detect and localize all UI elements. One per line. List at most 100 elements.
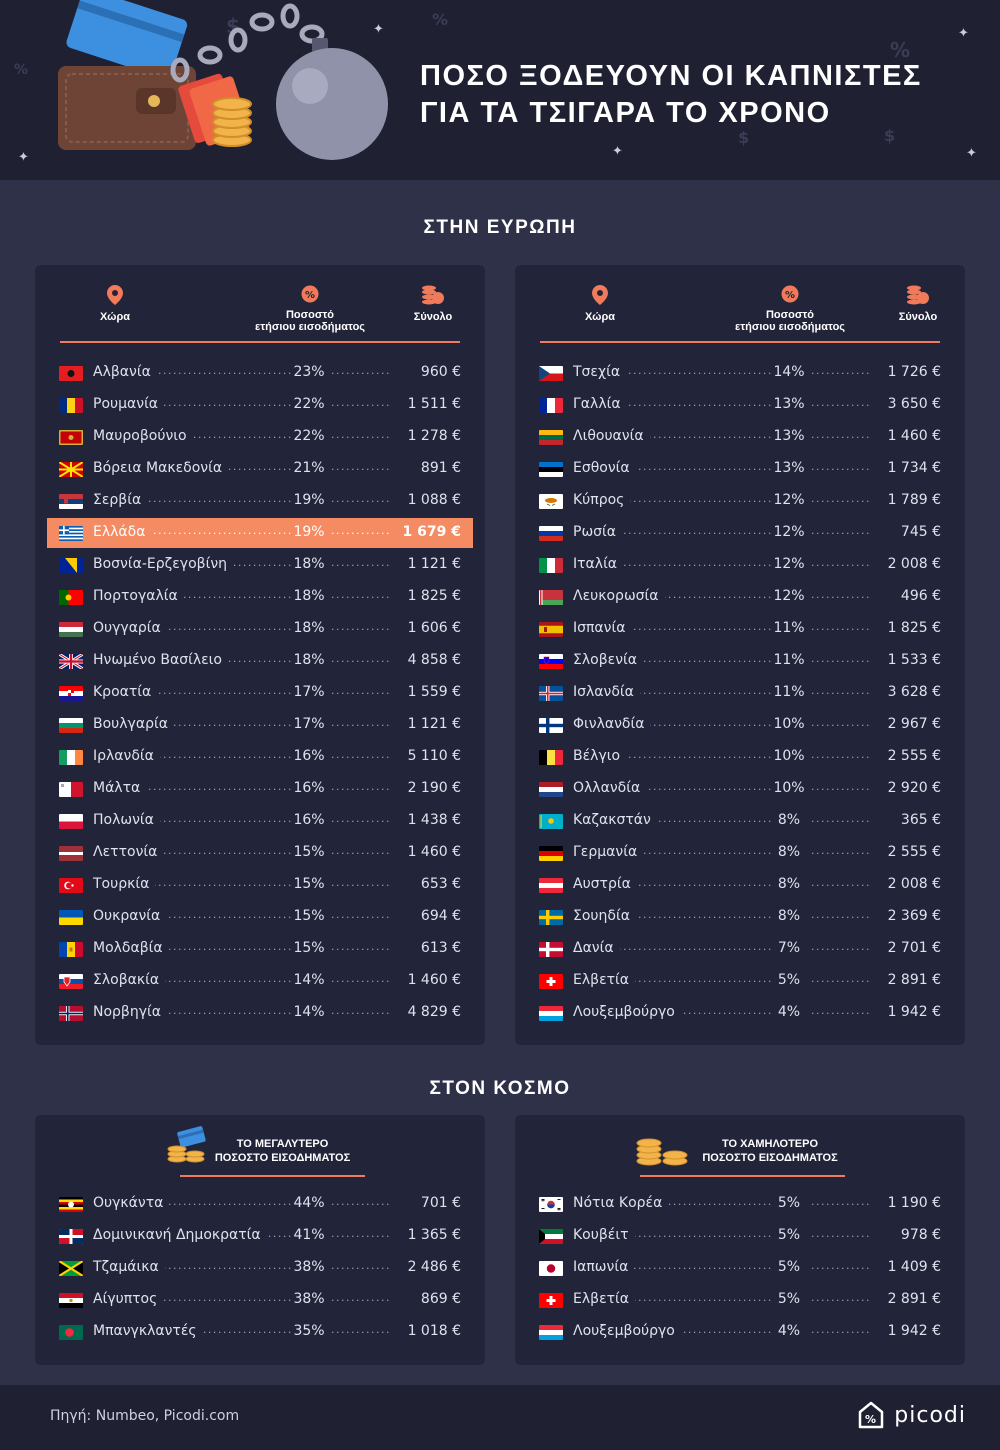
lowest-share-heading-line1: ΤΟ ΧΑΜΗΛΟΤΕΡΟ <box>721 1138 819 1150</box>
country-name: Μολδαβία <box>93 940 169 956</box>
wallet-ball-chain-illustration <box>58 0 388 160</box>
table-row: ········································… <box>527 870 953 900</box>
annual-total: 2 555 € <box>871 748 941 764</box>
income-percent: 10% <box>773 780 805 796</box>
sparkle-icon: ✦ <box>18 150 29 165</box>
income-percent: 8% <box>777 908 801 924</box>
country-name: Ισλανδία <box>573 684 640 700</box>
income-percent: 38% <box>293 1259 325 1275</box>
dot-leader: ········································… <box>331 623 397 636</box>
col-head-percent: % Ποσοστό ετήσιου εισοδήματος <box>235 285 385 333</box>
table-row: ········································… <box>527 1221 953 1251</box>
country-name: Αλβανία <box>93 364 157 380</box>
dot-leader: ········································… <box>811 463 877 476</box>
dot-leader: ········································… <box>331 687 397 700</box>
income-percent: 21% <box>293 460 325 476</box>
country-name: Ρουμανία <box>93 396 165 412</box>
annual-total: 2 190 € <box>391 780 461 796</box>
annual-total: 978 € <box>871 1227 941 1243</box>
table-row: ········································… <box>527 646 953 676</box>
flag-pl-icon <box>59 814 83 829</box>
flag-kw-icon <box>539 1229 563 1244</box>
income-percent: 15% <box>293 844 325 860</box>
annual-total: 1 533 € <box>871 652 941 668</box>
flag-pt-icon <box>59 590 83 605</box>
annual-total: 1 942 € <box>871 1004 941 1020</box>
flag-cy-icon <box>539 494 563 509</box>
col-head-percent-line1: Ποσοστό <box>285 309 335 321</box>
table-row: ········································… <box>527 582 953 612</box>
location-pin-icon <box>592 285 608 305</box>
dot-leader: ········································… <box>331 1326 397 1339</box>
income-percent: 23% <box>293 364 325 380</box>
country-name: Λεττονία <box>93 844 164 860</box>
income-percent: 5% <box>777 1259 801 1275</box>
flag-lv-icon <box>59 846 83 861</box>
income-percent: 11% <box>773 684 805 700</box>
flag-mk-icon <box>59 462 83 477</box>
dot-leader: ········································… <box>331 1198 397 1211</box>
annual-total: 1 726 € <box>871 364 941 380</box>
col-head-country: Χώρα <box>85 285 145 323</box>
flag-tr-icon <box>59 878 83 893</box>
annual-total: 2 008 € <box>871 556 941 572</box>
income-percent: 18% <box>293 652 325 668</box>
income-percent: 22% <box>293 428 325 444</box>
table-row: ········································… <box>527 614 953 644</box>
dot-leader: ········································… <box>573 943 773 956</box>
country-name: Ελβετία <box>573 972 636 988</box>
income-percent: 19% <box>293 524 325 540</box>
income-percent: 5% <box>777 1195 801 1211</box>
flag-bg-icon <box>59 718 83 733</box>
country-name: Τσεχία <box>573 364 627 380</box>
dot-leader: ········································… <box>811 559 877 572</box>
table-row: ········································… <box>527 518 953 548</box>
country-name: Λιθουανία <box>573 428 650 444</box>
annual-total: 2 891 € <box>871 972 941 988</box>
flag-ro-icon <box>59 398 83 413</box>
annual-total: 2 920 € <box>871 780 941 796</box>
table-row: ········································… <box>47 678 473 708</box>
flag-is-icon <box>539 686 563 701</box>
table-row: ········································… <box>527 838 953 868</box>
flag-md-icon <box>59 942 83 957</box>
annual-total: 2 891 € <box>871 1291 941 1307</box>
dot-leader: ········································… <box>331 719 397 732</box>
dot-leader: ········································… <box>811 1230 877 1243</box>
dot-leader: ········································… <box>811 815 877 828</box>
percent-icon: % <box>890 38 911 62</box>
source-text: Πηγή: Numbeo, Picodi.com <box>50 1408 240 1424</box>
sparkle-icon: ✦ <box>373 22 384 37</box>
flag-lu-icon <box>539 1006 563 1021</box>
income-percent: 38% <box>293 1291 325 1307</box>
flag-ch-icon <box>539 974 563 989</box>
annual-total: 2 555 € <box>871 844 941 860</box>
country-name: Βοσνία-Ερζεγοβίνη <box>93 556 234 572</box>
flag-do-icon <box>59 1229 83 1244</box>
country-name: Αίγυπτος <box>93 1291 164 1307</box>
income-percent: 10% <box>773 716 805 732</box>
dot-leader: ········································… <box>331 911 397 924</box>
country-name: Σουηδία <box>573 908 636 924</box>
annual-total: 891 € <box>391 460 461 476</box>
col-head-total-label: Σύνολο <box>898 311 938 323</box>
dot-leader: ········································… <box>811 367 877 380</box>
income-percent: 10% <box>773 748 805 764</box>
dot-leader: ········································… <box>811 847 877 860</box>
dot-leader: ········································… <box>811 1007 877 1020</box>
annual-total: 2 967 € <box>871 716 941 732</box>
table-row: ········································… <box>47 710 473 740</box>
income-percent: 35% <box>293 1323 325 1339</box>
flag-be-icon <box>539 750 563 765</box>
picodi-logo[interactable]: % picodi <box>854 1400 966 1432</box>
income-percent: 11% <box>773 620 805 636</box>
flag-hu-icon <box>59 622 83 637</box>
table-row: ········································… <box>527 1285 953 1315</box>
dot-leader: ········································… <box>331 975 397 988</box>
income-percent: 19% <box>293 492 325 508</box>
country-name: Τζαμάικα <box>93 1259 165 1275</box>
country-name: Ουγγαρία <box>93 620 167 636</box>
header-divider <box>60 341 460 343</box>
income-percent: 15% <box>293 876 325 892</box>
lowest-share-heading-line2: ΠΟΣΟΣΤΟ ΕΙΣΟΔΗΜΑΤΟΣ <box>702 1152 838 1164</box>
